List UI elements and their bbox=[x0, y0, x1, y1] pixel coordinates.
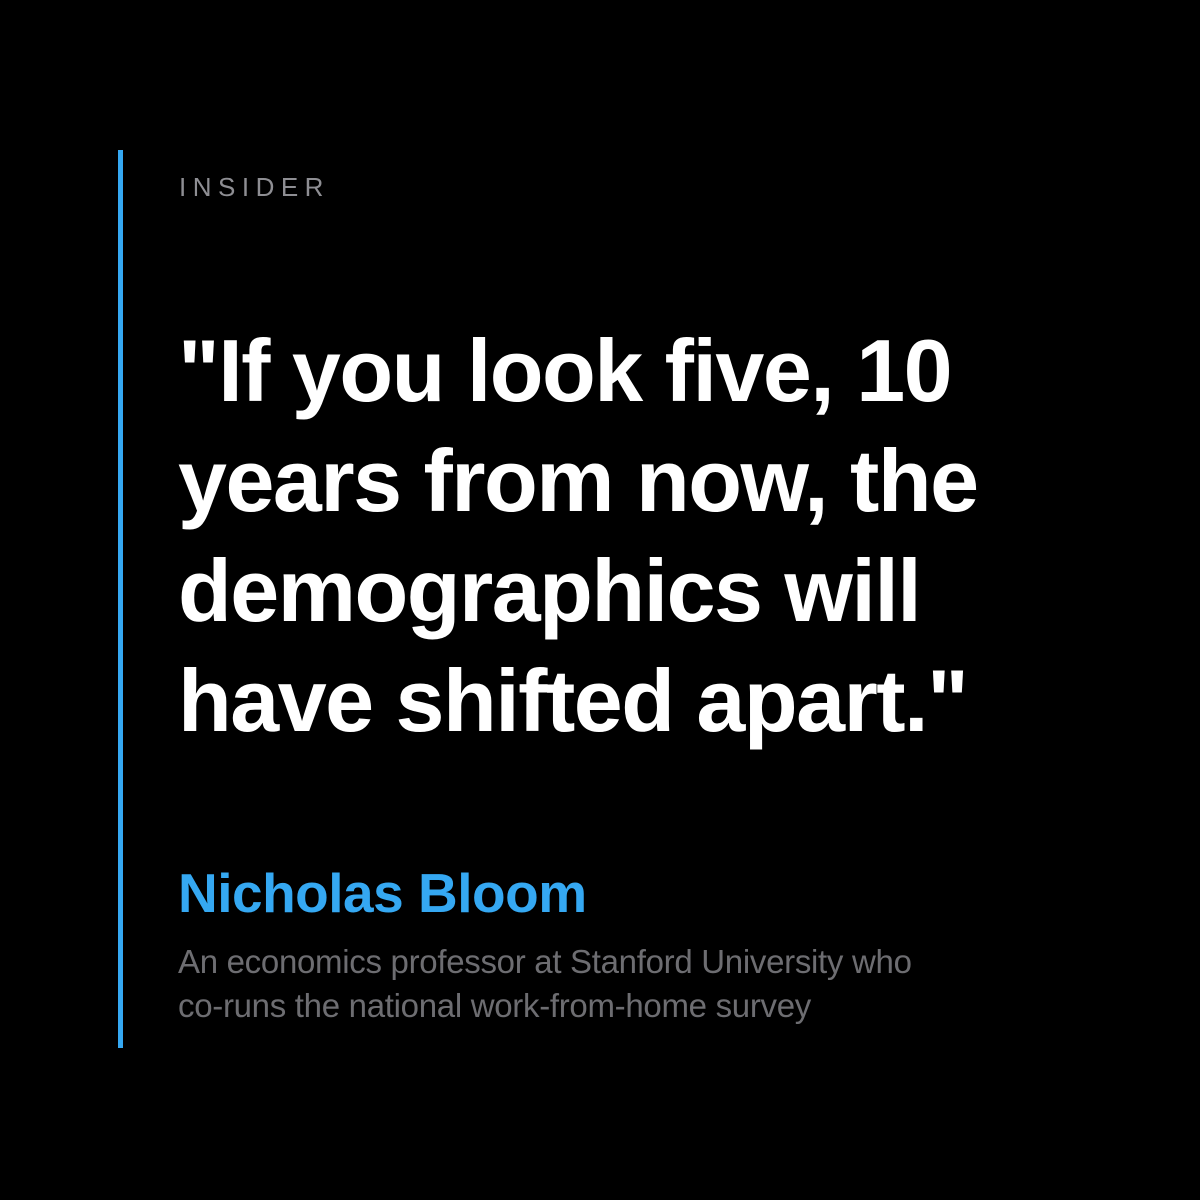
quote-text: "If you look five, 10 years from now, th… bbox=[178, 316, 979, 756]
author-description-line-2: co-runs the national work-from-home surv… bbox=[178, 987, 811, 1024]
author-name: Nicholas Bloom bbox=[178, 862, 587, 924]
quote-line-1: "If you look five, 10 bbox=[178, 321, 953, 420]
quote-line-2: years from now, the bbox=[178, 431, 979, 530]
accent-bar bbox=[118, 150, 123, 1048]
quote-line-3: demographics will bbox=[178, 541, 922, 640]
author-description-line-1: An economics professor at Stanford Unive… bbox=[178, 943, 912, 980]
author-description: An economics professor at Stanford Unive… bbox=[178, 940, 912, 1028]
quote-line-4: have shifted apart." bbox=[178, 651, 969, 750]
brand-logo: INSIDER bbox=[179, 172, 330, 202]
